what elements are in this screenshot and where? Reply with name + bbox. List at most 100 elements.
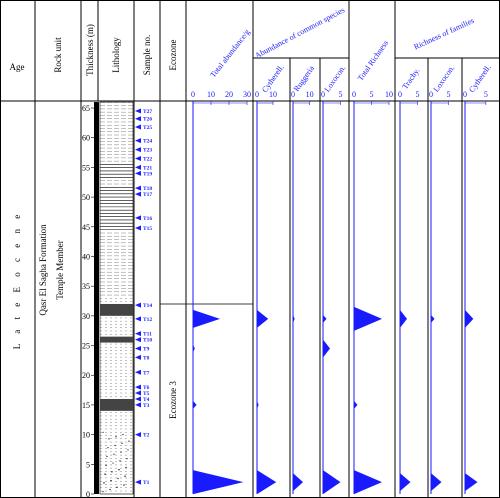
sample-marker-t18: [135, 185, 141, 191]
header-lithology: Lithology: [111, 37, 121, 73]
sample-marker-t4: [135, 396, 141, 402]
sample-marker-t27: [135, 108, 141, 114]
header-loxocon-a: Loxocon.: [323, 64, 348, 94]
thickness-tick-label: 55: [82, 163, 90, 172]
sample-label-t5: T5: [143, 391, 150, 397]
lithology-dot: [102, 431, 104, 433]
loxocon_b-tick-label: 5: [447, 90, 451, 99]
sample-label-t27: T27: [143, 109, 152, 115]
total_abundance-value-t1: [193, 470, 244, 495]
sample-label-t8: T8: [143, 355, 150, 361]
sample-marker-t23: [135, 147, 141, 153]
lithology-dot: [111, 471, 113, 473]
sample-marker-t1: [135, 479, 141, 485]
sample-marker-t15: [135, 225, 141, 231]
sample-label-t17: T17: [143, 192, 152, 198]
sample-label-t24: T24: [143, 139, 152, 145]
thickness-tick-label: 5: [86, 460, 90, 469]
lithology-dot: [109, 488, 111, 491]
cytherell_a-tick-label: 0: [255, 90, 259, 99]
sample-label-t16: T16: [143, 216, 152, 222]
thickness-tick-label: 60: [82, 134, 90, 143]
total_richness-tick-label: 5: [370, 90, 374, 99]
ruggeria-tick-label: 0: [291, 90, 295, 99]
ruggeria-value-t1: [293, 473, 303, 492]
cytherell_b-value-t12: [465, 309, 474, 328]
sample-marker-t17: [135, 191, 141, 197]
sample-marker-t14: [135, 302, 141, 308]
lithology-dot: [115, 436, 117, 438]
header-cytherell-b: Cytherell.: [467, 63, 493, 94]
total_abundance-value-t9: [193, 344, 195, 353]
header-age: Age: [10, 62, 25, 72]
sample-label-t1: T1: [143, 480, 150, 486]
total_richness-value-t1: [354, 470, 382, 495]
lithology-dot: [117, 477, 119, 480]
header-sample-no: Sample no.: [142, 35, 152, 76]
sample-marker-t21: [135, 164, 141, 170]
lithology-dot: [107, 447, 109, 449]
lithology-dot: [116, 486, 118, 488]
total_abundance-tick-label: 30: [243, 90, 251, 99]
thickness-axis: 0 5 10 15 20 25 30 35 40 45 50 55 60 65: [82, 102, 99, 498]
lithology-dot: [118, 469, 120, 471]
thickness-tick-label: 25: [82, 342, 90, 351]
panel-cytherell_a: 0 10: [255, 90, 277, 495]
header-loxocon-b: Loxocon.: [432, 64, 457, 94]
sample-marker-t3: [135, 402, 141, 408]
header-rock-unit: Rock unit: [53, 37, 63, 73]
header-total-richness: Total Richness: [356, 39, 390, 83]
panel-total_richness: 0 5 10: [352, 90, 393, 495]
sample-marker-t12: [135, 316, 141, 322]
sample-label-t4: T4: [143, 397, 150, 403]
formation-label: Qasr El Sagha Formation: [38, 224, 48, 316]
lithology-dark-bed: [100, 398, 133, 411]
sample-marker-t19: [135, 170, 141, 176]
total_abundance-value-t3: [193, 400, 197, 409]
sample-marker-t2: [135, 432, 141, 438]
lithology-dot: [127, 449, 129, 451]
sample-label-t2: T2: [143, 433, 150, 439]
sample-marker-t8: [135, 354, 141, 360]
header-abundance-common: Abundance of common species: [253, 5, 346, 60]
total_richness-value-t12: [354, 306, 382, 331]
sample-marker-t22: [135, 155, 141, 161]
lithology-dark-bed: [100, 303, 133, 316]
cytherell_b-tick-label: 5: [484, 90, 488, 99]
sample-label-t3: T3: [143, 403, 150, 409]
lithology-dot: [113, 453, 115, 455]
sample-label-t12: T12: [143, 317, 152, 323]
thickness-tick-label: 40: [82, 252, 90, 261]
sample-marker-t10: [135, 337, 141, 343]
sample-label-t11: T11: [143, 332, 152, 338]
loxocon_a-value-t1: [323, 470, 341, 495]
header-ecozone: Ecozone: [168, 40, 178, 71]
sample-label-t23: T23: [143, 148, 152, 154]
thickness-tick-label: 0: [86, 490, 90, 498]
lithology-dot: [119, 460, 121, 462]
header-richness-families: Richness of families: [412, 16, 475, 52]
total_abundance-value-t12: [193, 309, 220, 328]
member-label: Temple Member: [55, 240, 65, 300]
total_abundance-tick-label: 20: [225, 90, 233, 99]
total_richness-tick-label: 0: [352, 90, 356, 99]
sample-label-t22: T22: [143, 156, 152, 162]
sample-label-t19: T19: [143, 171, 152, 177]
thickness-tick-label: 50: [82, 193, 90, 202]
sample-marker-t7: [135, 369, 141, 375]
sample-marker-t24: [135, 138, 141, 144]
total_abundance-tick-label: 10: [207, 90, 215, 99]
sample-label-t15: T15: [143, 226, 152, 232]
sample-label-t9: T9: [143, 347, 150, 353]
trachy-value-t12: [400, 309, 407, 328]
trachy-tick-label: 0: [398, 90, 402, 99]
total_abundance-tick-label: 0: [191, 90, 195, 99]
thickness-tick-label: 30: [82, 312, 90, 321]
lithology-dot: [106, 455, 108, 458]
loxocon_a-tick-label: 0: [321, 90, 325, 99]
